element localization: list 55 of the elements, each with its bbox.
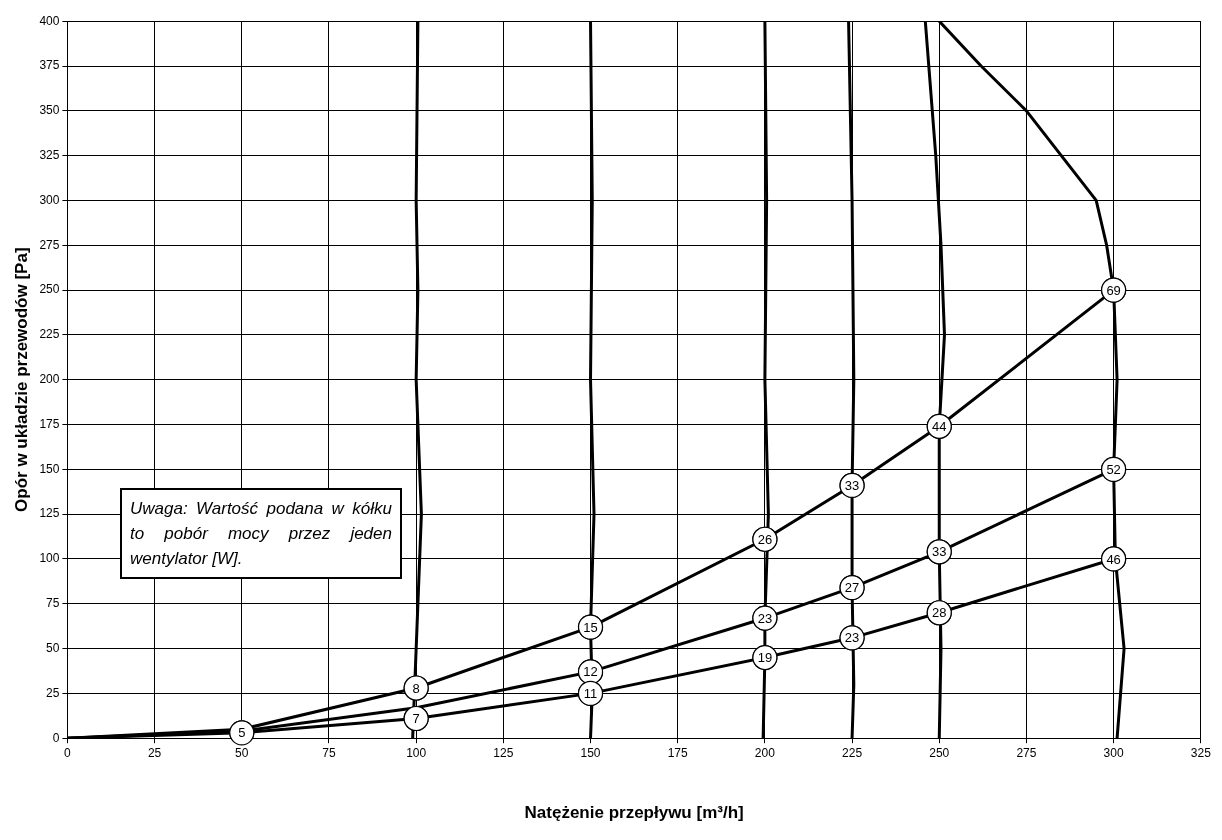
y-tick-label: 75: [46, 596, 60, 611]
y-tick-label: 100: [39, 551, 60, 566]
x-tick-label: 75: [322, 745, 336, 760]
y-tick-label: 175: [39, 416, 60, 431]
y-tick-label: 25: [46, 685, 60, 700]
annotation: 5: [238, 725, 246, 741]
x-tick-label: 25: [147, 745, 162, 760]
point: [403, 675, 429, 701]
x-tick-label: 150: [580, 745, 601, 760]
x-tick-label: 225: [842, 745, 863, 760]
x-tick-label: 100: [406, 745, 427, 760]
y-tick-label: 250: [39, 282, 60, 297]
annotation: 19: [757, 650, 773, 666]
point: [403, 705, 429, 732]
annotation: 33: [844, 478, 860, 494]
x-tick-label: 125: [493, 745, 514, 760]
annotation: 23: [757, 610, 773, 626]
annotation: 15: [583, 619, 598, 635]
y-axis-title: Opór w układzie przewodów [Pa]: [11, 247, 31, 512]
y-tick-label: 0: [52, 730, 60, 745]
y-tick-label: 200: [39, 372, 60, 387]
annotation: 52: [1106, 461, 1121, 477]
annotation: 69: [1106, 282, 1121, 298]
x-axis-title: Natężenie przepływu [m³/h]: [524, 803, 744, 823]
y-tick-label: 150: [39, 461, 60, 476]
y-tick-label: 400: [39, 13, 60, 28]
annotation: 28: [932, 605, 947, 621]
y-tick-label: 300: [39, 192, 60, 207]
x-tick-label: 325: [1190, 745, 1212, 760]
y-tick-label: 275: [39, 237, 60, 252]
x-tick-label: 200: [754, 745, 776, 760]
x-tick-label: 175: [667, 745, 689, 760]
x-tick-label: 250: [929, 745, 950, 760]
annotation: Uwaga: Wartość podana w kółku to pobór mocy przez jeden wentylator [W].: [120, 488, 402, 579]
y-tick-label: 375: [39, 58, 60, 73]
x-tick-label: 275: [1016, 745, 1037, 760]
annotation: 26: [757, 531, 773, 547]
annotation: 23: [844, 630, 860, 646]
y-tick-label: 350: [39, 103, 60, 118]
point: [229, 720, 255, 746]
y-tick-label: 225: [39, 327, 60, 342]
annotation: 11: [583, 685, 598, 701]
x-tick-label: 50: [235, 745, 249, 760]
annotation: 44: [932, 418, 947, 434]
annotation: 46: [1106, 551, 1121, 567]
y-tick-label: 50: [46, 640, 60, 655]
annotation: 7: [412, 711, 420, 727]
annotation: 27: [844, 580, 860, 596]
annotation: 33: [932, 544, 947, 560]
x-tick-label: 0: [64, 745, 72, 760]
annotation: 8: [412, 680, 420, 696]
annotation: 12: [583, 664, 598, 680]
y-tick-label: 125: [39, 506, 60, 521]
x-tick-label: 300: [1103, 745, 1124, 760]
y-tick-label: 325: [39, 147, 60, 162]
